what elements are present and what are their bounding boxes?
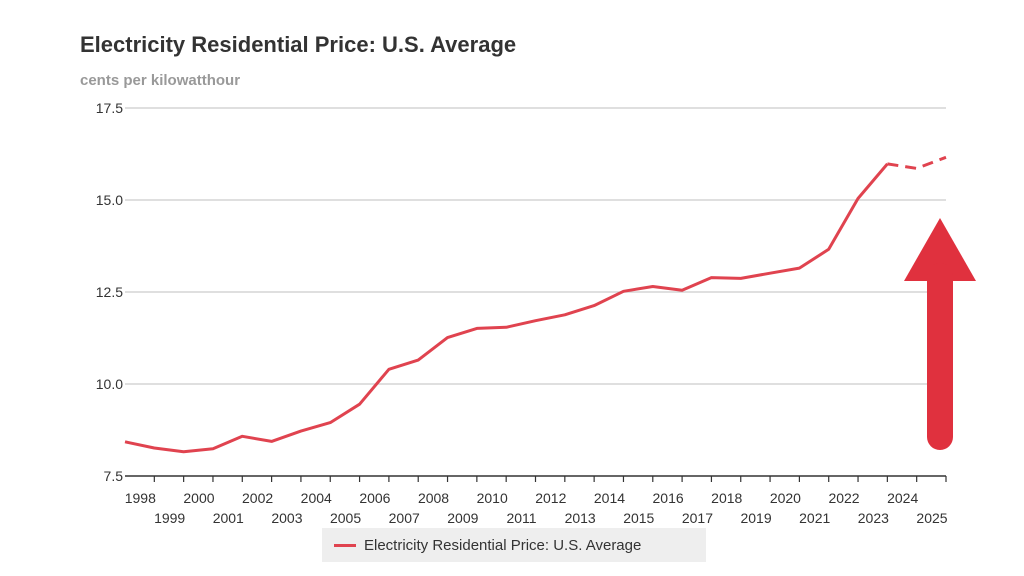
x-tick-label: 2024 — [887, 490, 918, 506]
x-tick-label: 2013 — [565, 510, 596, 526]
x-tick-label: 2021 — [799, 510, 830, 526]
y-tick-label: 7.5 — [104, 468, 124, 484]
y-tick-label: 17.5 — [96, 100, 123, 116]
x-tick-label: 2003 — [271, 510, 302, 526]
x-tick-label: 1998 — [125, 490, 156, 506]
series-line — [124, 162, 889, 454]
y-tick-label: 15.0 — [96, 192, 123, 208]
x-tick-label: 2016 — [653, 490, 684, 506]
x-tick-label: 2008 — [418, 490, 449, 506]
chart-title: Electricity Residential Price: U.S. Aver… — [80, 32, 517, 57]
x-tick-label: 2002 — [242, 490, 273, 506]
y-axis-unit-label: cents per kilowatthour — [80, 72, 241, 89]
x-tick-label: 2015 — [623, 510, 654, 526]
x-tick-label: 2023 — [858, 510, 889, 526]
y-tick-label: 10.0 — [96, 376, 123, 392]
legend-swatch — [334, 543, 356, 547]
x-tick-label: 2018 — [711, 490, 742, 506]
x-tick-label: 2020 — [770, 490, 801, 506]
x-tick-label: 2010 — [477, 490, 508, 506]
x-tick-label: 2017 — [682, 510, 713, 526]
x-tick-label: 2001 — [213, 510, 244, 526]
x-tick-label: 1999 — [154, 510, 185, 526]
x-tick-label: 2011 — [506, 510, 536, 526]
x-tick-label: 2014 — [594, 490, 625, 506]
x-tick-label: 2007 — [389, 510, 420, 526]
legend-label: Electricity Residential Price: U.S. Aver… — [364, 536, 642, 554]
x-tick-label: 2022 — [828, 490, 859, 506]
x-tick-label: 2004 — [301, 490, 332, 506]
up-arrow-head — [904, 218, 976, 281]
x-tick-label: 2025 — [916, 510, 947, 526]
y-tick-label: 12.5 — [96, 284, 123, 300]
x-tick-label: 2012 — [535, 490, 566, 506]
forecast-series-line — [887, 155, 947, 170]
x-tick-label: 2019 — [740, 510, 771, 526]
x-tick-label: 2009 — [447, 510, 478, 526]
x-tick-label: 2000 — [183, 490, 214, 506]
x-tick-label: 2006 — [359, 490, 390, 506]
chart-legend[interactable]: Electricity Residential Price: U.S. Aver… — [322, 528, 706, 562]
x-tick-label: 2005 — [330, 510, 361, 526]
